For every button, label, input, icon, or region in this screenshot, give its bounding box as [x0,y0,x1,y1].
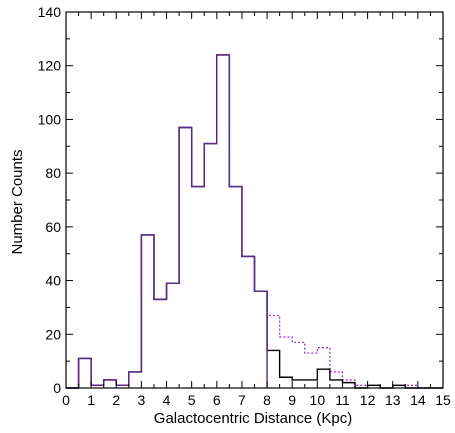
x-tick-label: 10 [310,392,326,408]
x-tick-label: 14 [410,392,426,408]
x-axis-label: Galactocentric Distance (Kpc) [154,410,352,427]
x-tick-label: 13 [385,392,401,408]
series-line-3 [66,54,268,389]
y-axis-ticks: 0 20 40 60 80 100 120 140 [38,4,443,396]
x-tick-label: 12 [360,392,376,408]
y-tick-label: 20 [45,326,61,342]
y-tick-label: 0 [53,380,61,396]
y-tick-label: 120 [38,58,62,74]
y-tick-label: 140 [38,4,62,20]
x-tick-label: 1 [87,392,95,408]
y-tick-label: 80 [45,165,61,181]
x-tick-label: 4 [163,392,171,408]
x-tick-label: 8 [263,392,271,408]
y-tick-label: 40 [45,273,61,289]
x-tick-label: 5 [188,392,196,408]
x-tick-label: 9 [288,392,296,408]
x-tick-label: 7 [238,392,246,408]
y-axis-label: Number Counts [9,149,26,254]
plot-series [66,54,443,389]
x-tick-label: 15 [435,392,451,408]
y-tick-label: 60 [45,219,61,235]
x-tick-label: 6 [213,392,221,408]
x-axis-ticks: 0 1 2 3 4 5 6 7 8 9 10 11 12 13 14 15 [62,12,451,408]
series-line-1 [66,54,443,389]
y-tick-label: 100 [38,111,62,127]
x-tick-label: 11 [335,392,350,408]
x-tick-label: 0 [62,392,70,408]
x-tick-label: 2 [112,392,120,408]
plot-frame [65,11,444,389]
x-tick-label: 3 [138,392,146,408]
series-line-2 [66,54,443,389]
